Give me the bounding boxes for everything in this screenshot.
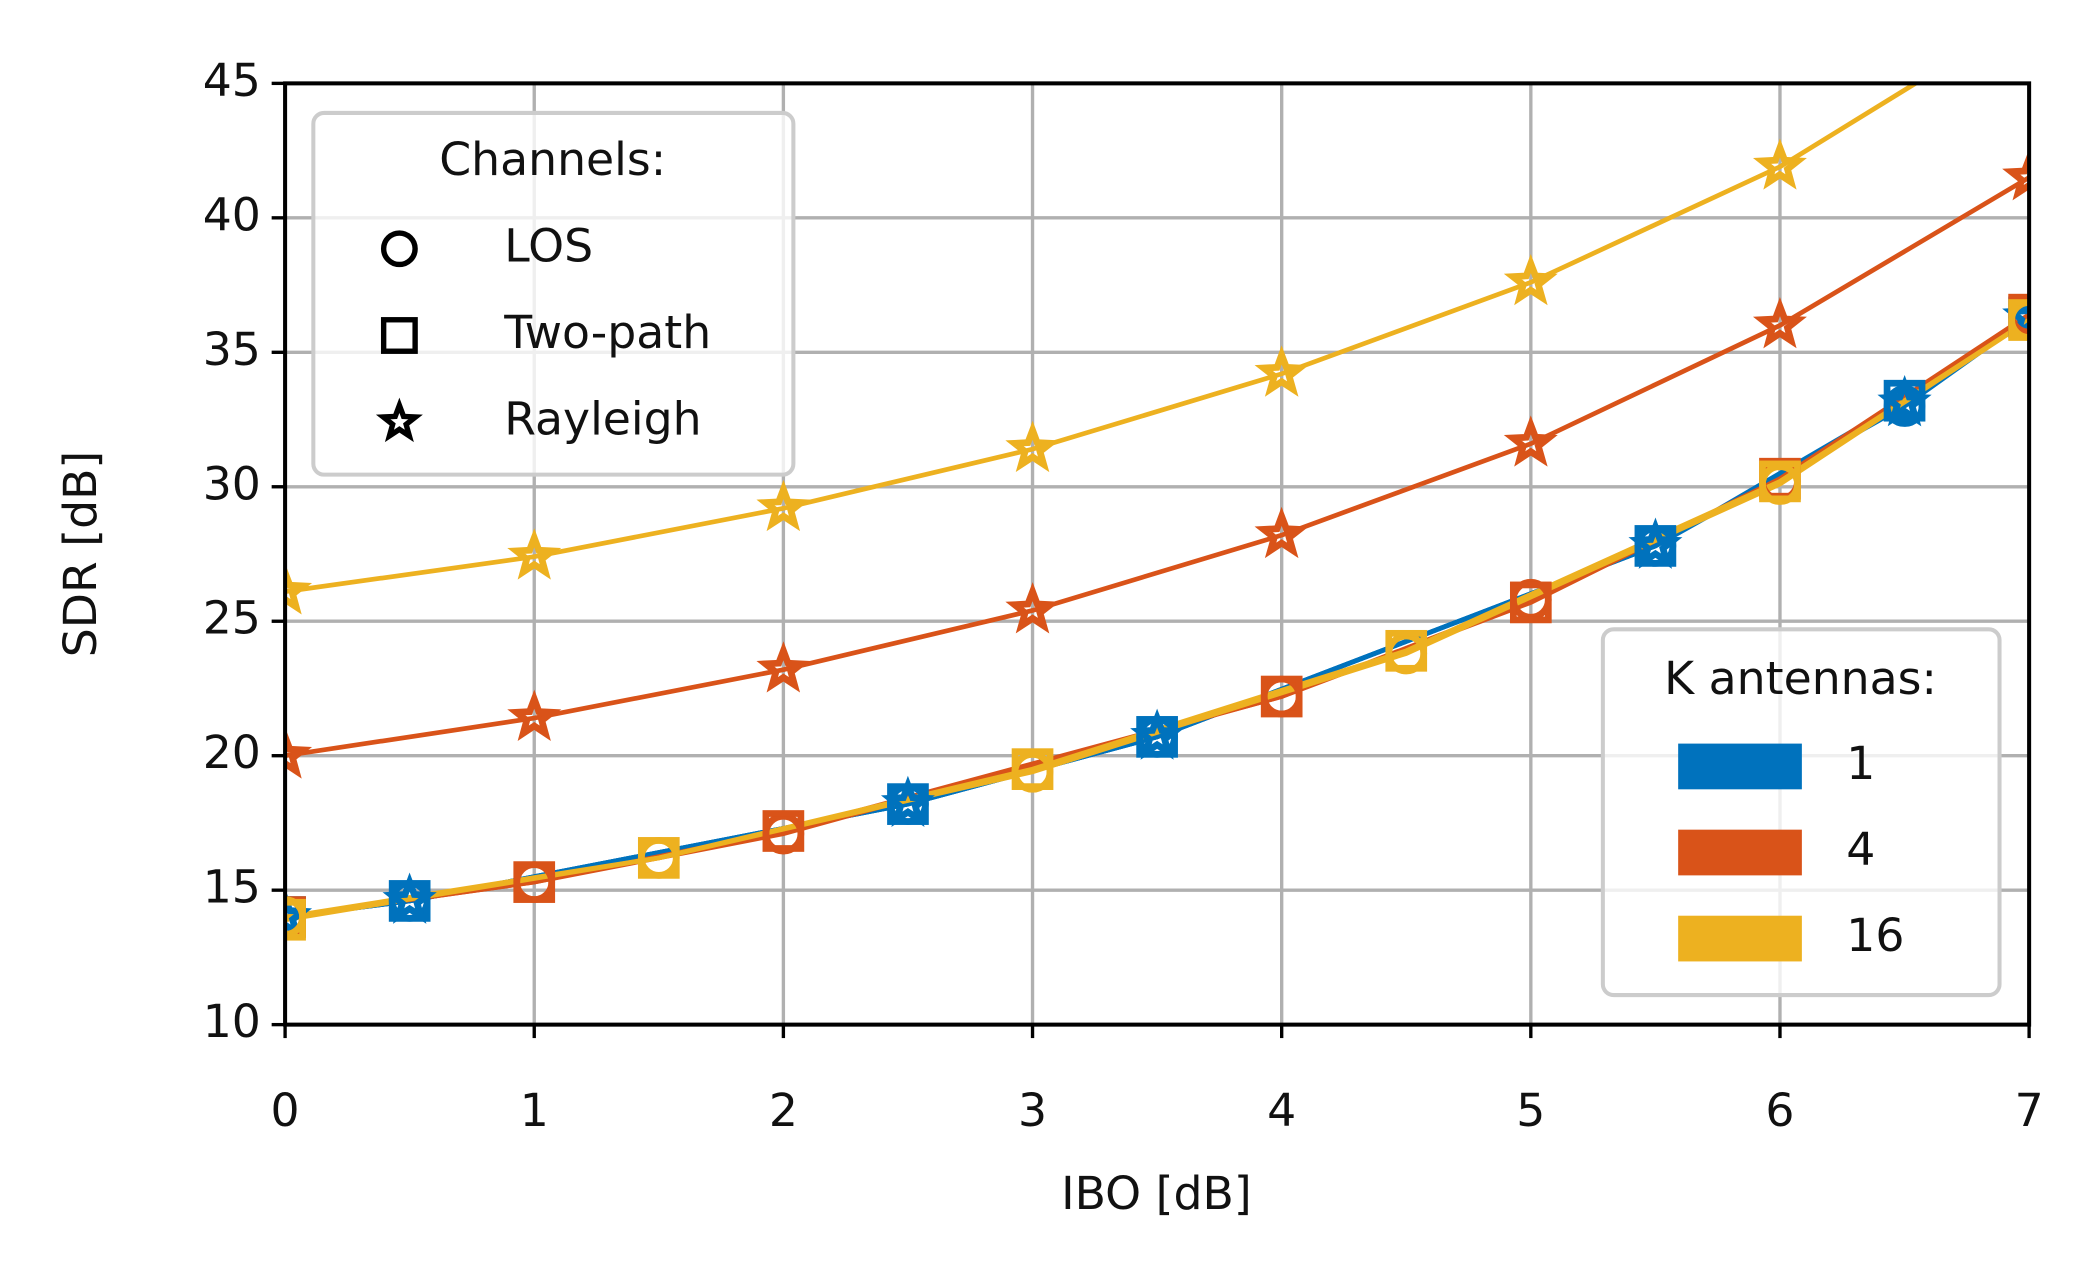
marker-square — [1759, 460, 1801, 503]
legend-label: 4 — [1846, 823, 1875, 876]
legend-label: LOS — [504, 219, 593, 272]
x-tick-label: 7 — [2015, 1084, 2044, 1137]
legend-title: Channels: — [439, 133, 666, 186]
y-tick-label: 20 — [203, 726, 261, 779]
marker-square — [2008, 299, 2030, 341]
y-tick-label: 15 — [203, 861, 261, 914]
legend-label: 1 — [1846, 737, 1875, 790]
x-axis-label: IBO [dB] — [1061, 1167, 1252, 1220]
x-tick-label: 2 — [769, 1084, 798, 1137]
marker-star — [2002, 149, 2030, 201]
marker-square — [1011, 748, 1054, 790]
legend-label: Rayleigh — [504, 393, 701, 446]
marker-star — [382, 872, 437, 924]
series-line — [285, 318, 2030, 923]
marker-circle — [380, 230, 418, 268]
series-line — [285, 83, 1920, 594]
marker-star — [756, 479, 811, 532]
legend-swatch — [1678, 743, 1802, 790]
marker-star — [2011, 0, 2047, 29]
marker-square — [1260, 675, 1303, 718]
marker-star — [1503, 415, 1558, 467]
marker-square — [637, 837, 680, 879]
marker-star — [507, 689, 562, 741]
legend-box — [311, 110, 796, 477]
marker-square — [1385, 629, 1428, 672]
y-tick-label: 30 — [203, 457, 261, 510]
x-tick-label: 3 — [1018, 1084, 1047, 1137]
y-tick-label: 35 — [203, 323, 261, 376]
marker-star — [1254, 345, 1309, 397]
x-tick-label: 4 — [1267, 1084, 1296, 1137]
plot-area — [285, 0, 2047, 941]
series-line — [285, 175, 2030, 759]
marker-star — [375, 397, 423, 443]
marker-star — [285, 727, 313, 779]
marker-square — [513, 861, 556, 903]
legend-label: Two-path — [503, 306, 711, 359]
marker-star — [1628, 517, 1683, 569]
y-tick-label: 40 — [203, 188, 261, 241]
marker-square — [762, 810, 805, 852]
y-tick-label: 45 — [203, 54, 261, 107]
legend-swatch — [1678, 915, 1802, 962]
x-tick-label: 6 — [1765, 1084, 1794, 1137]
channel-legend: Channels: LOS Two-path Rayleigh — [311, 110, 796, 477]
marker-star — [1005, 420, 1060, 473]
marker-star — [285, 563, 313, 615]
x-tick-label: 0 — [271, 1084, 300, 1137]
marker-star — [1752, 138, 1807, 190]
marker-star — [1005, 582, 1060, 634]
marker-star — [1752, 297, 1807, 349]
marker-star — [1503, 253, 1558, 306]
marker-star — [756, 641, 811, 693]
legend-title: K antennas: — [1664, 652, 1937, 705]
legend-swatch — [1678, 829, 1802, 876]
x-tick-label: 5 — [1516, 1084, 1545, 1137]
marker-square — [1509, 581, 1552, 624]
axes-frame — [283, 81, 2032, 1027]
y-axis-label: SDR [dB] — [54, 451, 107, 658]
marker-star — [507, 528, 562, 580]
legend-box — [1600, 627, 2002, 998]
marker-star — [1130, 708, 1185, 760]
x-tick-label: 1 — [520, 1084, 549, 1137]
marker-star — [1254, 506, 1309, 559]
marker-star — [1877, 374, 1932, 427]
legend-label: 16 — [1846, 909, 1904, 962]
marker-square — [285, 898, 306, 941]
k-legend: K antennas: 1 4 16 — [1600, 627, 2002, 998]
y-tick-label: 25 — [203, 592, 261, 645]
marker-square — [380, 317, 418, 354]
y-tick-label: 10 — [203, 995, 261, 1048]
marker-star — [880, 775, 935, 828]
